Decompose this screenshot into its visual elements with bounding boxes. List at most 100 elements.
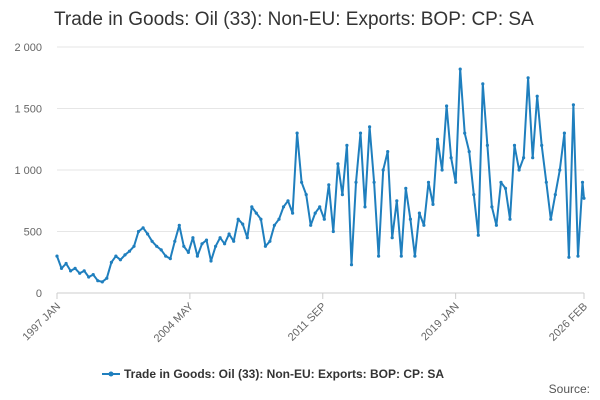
data-point[interactable]	[368, 125, 372, 129]
data-point[interactable]	[259, 217, 263, 221]
data-point[interactable]	[358, 131, 363, 135]
data-point[interactable]	[386, 150, 390, 154]
data-point[interactable]	[426, 180, 431, 184]
data-point[interactable]	[214, 244, 218, 248]
data-point[interactable]	[159, 248, 163, 252]
data-point[interactable]	[82, 269, 86, 273]
data-point[interactable]	[286, 199, 290, 203]
data-point[interactable]	[236, 217, 240, 221]
data-point[interactable]	[576, 254, 580, 258]
data-point[interactable]	[281, 205, 286, 209]
data-point[interactable]	[164, 254, 168, 258]
data-point[interactable]	[114, 254, 118, 258]
data-point[interactable]	[245, 236, 249, 240]
data-point[interactable]	[413, 254, 417, 258]
data-point[interactable]	[580, 180, 585, 184]
data-point[interactable]	[431, 202, 435, 206]
data-point[interactable]	[250, 205, 254, 209]
data-point[interactable]	[445, 104, 449, 108]
data-point[interactable]	[526, 76, 530, 80]
data-point[interactable]	[399, 254, 403, 258]
data-point[interactable]	[522, 156, 526, 160]
data-point[interactable]	[132, 244, 136, 248]
data-point[interactable]	[562, 131, 567, 135]
data-point[interactable]	[272, 223, 276, 227]
data-point[interactable]	[327, 183, 331, 187]
data-point[interactable]	[372, 180, 376, 184]
data-point[interactable]	[517, 168, 521, 172]
data-point[interactable]	[363, 205, 367, 209]
data-point[interactable]	[182, 244, 186, 248]
data-point[interactable]	[408, 217, 412, 221]
data-point[interactable]	[553, 193, 557, 197]
data-point[interactable]	[508, 217, 512, 221]
data-point[interactable]	[100, 280, 104, 284]
data-point[interactable]	[123, 253, 127, 257]
data-point[interactable]	[449, 156, 453, 160]
data-point[interactable]	[136, 229, 141, 234]
data-point[interactable]	[241, 222, 245, 226]
data-point[interactable]	[540, 143, 544, 147]
data-point[interactable]	[254, 211, 258, 215]
data-point[interactable]	[422, 223, 426, 227]
data-point[interactable]	[127, 249, 132, 253]
data-point[interactable]	[494, 223, 498, 227]
data-point[interactable]	[309, 223, 313, 227]
data-point[interactable]	[96, 279, 100, 283]
data-point[interactable]	[69, 269, 73, 273]
data-point[interactable]	[490, 205, 494, 209]
data-point[interactable]	[232, 239, 236, 243]
legend[interactable]: Trade in Goods: Oil (33): Non-EU: Export…	[102, 367, 444, 381]
data-point[interactable]	[73, 266, 77, 270]
data-point[interactable]	[395, 199, 399, 203]
data-point[interactable]	[304, 193, 308, 197]
data-point[interactable]	[571, 103, 576, 107]
data-point[interactable]	[454, 180, 458, 184]
data-point[interactable]	[544, 180, 548, 184]
data-point[interactable]	[186, 250, 190, 254]
data-point[interactable]	[377, 254, 381, 258]
data-point[interactable]	[318, 205, 322, 209]
data-point[interactable]	[472, 193, 476, 197]
data-point[interactable]	[146, 232, 150, 236]
data-point[interactable]	[313, 211, 317, 215]
data-point[interactable]	[105, 276, 109, 280]
data-point[interactable]	[463, 131, 467, 135]
data-point[interactable]	[485, 143, 489, 147]
data-point[interactable]	[87, 275, 91, 279]
data-point[interactable]	[141, 226, 145, 230]
data-point[interactable]	[558, 168, 562, 172]
data-point[interactable]	[404, 186, 408, 190]
data-point[interactable]	[200, 242, 204, 246]
data-point[interactable]	[91, 273, 95, 277]
data-point[interactable]	[322, 217, 326, 221]
data-point[interactable]	[458, 67, 462, 71]
data-point[interactable]	[55, 254, 59, 258]
data-point[interactable]	[64, 261, 68, 266]
data-point[interactable]	[503, 186, 508, 190]
data-point[interactable]	[345, 143, 349, 147]
data-point[interactable]	[476, 233, 480, 237]
data-point[interactable]	[291, 211, 295, 215]
data-point[interactable]	[59, 266, 64, 270]
data-point[interactable]	[218, 236, 222, 240]
data-point[interactable]	[340, 193, 344, 197]
data-point[interactable]	[440, 168, 444, 172]
data-point[interactable]	[109, 260, 113, 264]
data-point[interactable]	[268, 239, 272, 243]
data-point[interactable]	[512, 143, 517, 147]
data-point[interactable]	[295, 131, 299, 135]
data-point[interactable]	[499, 180, 503, 184]
data-point[interactable]	[531, 156, 535, 160]
data-point[interactable]	[209, 259, 213, 263]
data-point[interactable]	[549, 217, 553, 221]
data-point[interactable]	[191, 236, 195, 240]
data-point[interactable]	[535, 94, 539, 98]
data-point[interactable]	[481, 82, 485, 86]
data-point[interactable]	[331, 229, 335, 234]
data-point[interactable]	[195, 254, 199, 258]
data-point[interactable]	[168, 257, 172, 261]
data-point[interactable]	[150, 239, 154, 243]
data-point[interactable]	[155, 244, 159, 248]
data-point[interactable]	[349, 263, 354, 267]
